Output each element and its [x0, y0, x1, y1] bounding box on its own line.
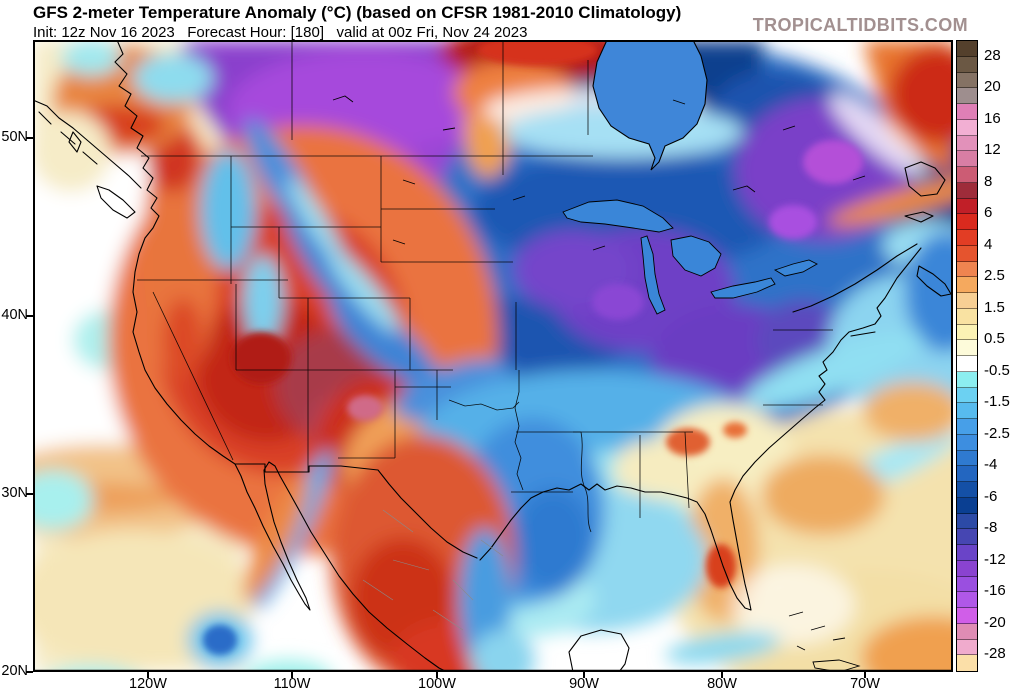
colorbar-cell [957, 356, 977, 372]
lat-label: 50N [1, 129, 28, 145]
colorbar-cell [957, 214, 977, 230]
colorbar-cell [957, 293, 977, 309]
colorbar-scale-label: -1.5 [984, 393, 1010, 411]
page-title: GFS 2-meter Temperature Anomaly (°C) (ba… [33, 3, 682, 22]
colorbar-cell [957, 182, 977, 199]
lon-tick [147, 672, 149, 678]
colorbar-scale-label: 0.5 [984, 330, 1005, 348]
colorbar-cell [957, 324, 977, 341]
colorbar-cell [957, 151, 977, 167]
colorbar-cell [957, 371, 977, 388]
colorbar-scale-label: -28 [984, 645, 1006, 663]
colorbar [956, 40, 978, 672]
lat-tick [26, 315, 33, 317]
colorbar-scale-label: -4 [984, 456, 998, 474]
colorbar-cell [957, 198, 977, 215]
lat-label: 40N [1, 307, 28, 323]
colorbar-cell [957, 434, 977, 451]
colorbar-cell [957, 545, 977, 561]
colorbar-cell [957, 403, 977, 419]
colorbar-scale-label: 6 [984, 204, 993, 222]
map-canvas [33, 40, 953, 672]
colorbar-cell [957, 655, 977, 671]
colorbar-scale-label: -6 [984, 487, 998, 505]
colorbar-cell [957, 41, 977, 57]
colorbar-scale-label: 1.5 [984, 298, 1005, 316]
colorbar-cell [957, 497, 977, 514]
colorbar-cell [957, 450, 977, 467]
colorbar-scale-label: -2.5 [984, 424, 1010, 442]
colorbar-cell [957, 135, 977, 152]
lon-tick [436, 672, 438, 678]
tropicaltidbits-logo: TROPICALTIDBITS.COM [752, 15, 968, 35]
colorbar-scale-label: 20 [984, 78, 1001, 96]
colorbar-scale-label: 2.5 [984, 267, 1005, 285]
colorbar-cell [957, 482, 977, 498]
colorbar-cell [957, 529, 977, 545]
colorbar-scale-label: -8 [984, 519, 998, 537]
init-valid-line: Init: 12z Nov 16 2023 Forecast Hour: [18… [33, 24, 528, 41]
colorbar-cell [957, 513, 977, 530]
colorbar-cell [957, 167, 977, 183]
colorbar-cell [957, 230, 977, 246]
lat-label: 30N [1, 485, 28, 501]
colorbar-cell [957, 387, 977, 404]
lon-tick [583, 672, 585, 678]
colorbar-scale-label: 12 [984, 141, 1001, 159]
lon-tick [864, 672, 866, 678]
lon-label: 120W [129, 676, 167, 692]
colorbar-cell [957, 245, 977, 262]
colorbar-cell [957, 576, 977, 593]
lat-tick [26, 137, 33, 139]
colorbar-cell [957, 639, 977, 656]
colorbar-cell [957, 277, 977, 293]
colorbar-cell [957, 592, 977, 608]
lon-label: 100W [418, 676, 456, 692]
state-borders [137, 40, 833, 533]
colorbar-scale-label: -12 [984, 550, 1006, 568]
colorbar-cell [957, 72, 977, 89]
colorbar-cell [957, 104, 977, 120]
colorbar-cell [957, 261, 977, 278]
colorbar-scale-label: 8 [984, 172, 993, 190]
lon-label: 80W [707, 676, 737, 692]
colorbar-scale-label: 16 [984, 109, 1001, 127]
lon-tick [291, 672, 293, 678]
lon-label: 90W [569, 676, 599, 692]
colorbar-cell [957, 623, 977, 640]
colorbar-scale-label: 4 [984, 235, 993, 253]
colorbar-cell [957, 308, 977, 325]
temperature-anomaly-map [33, 40, 953, 672]
great-lakes [562, 199, 818, 315]
colorbar-scale-label: -16 [984, 582, 1006, 600]
colorbar-cell [957, 119, 977, 136]
lon-label: 70W [850, 676, 880, 692]
colorbar-cell [957, 560, 977, 577]
colorbar-cell [957, 340, 977, 356]
lat-tick [26, 671, 33, 673]
lat-tick [26, 493, 33, 495]
colorbar-cell [957, 56, 977, 73]
hudson-bay [592, 40, 708, 171]
lat-label: 20N [1, 663, 28, 679]
small-lakes-islands [332, 95, 866, 672]
colorbar-cell [957, 419, 977, 435]
colorbar-scale-label: -20 [984, 613, 1006, 631]
colorbar-cell [957, 608, 977, 624]
colorbar-cell [957, 88, 977, 104]
mexico-state-borders [362, 509, 504, 631]
coastlines [33, 40, 952, 672]
lon-label: 110W [273, 676, 311, 692]
colorbar-scale-label: -0.5 [984, 361, 1010, 379]
lon-tick [721, 672, 723, 678]
colorbar-cell [957, 466, 977, 482]
colorbar-scale-label: 28 [984, 46, 1001, 64]
